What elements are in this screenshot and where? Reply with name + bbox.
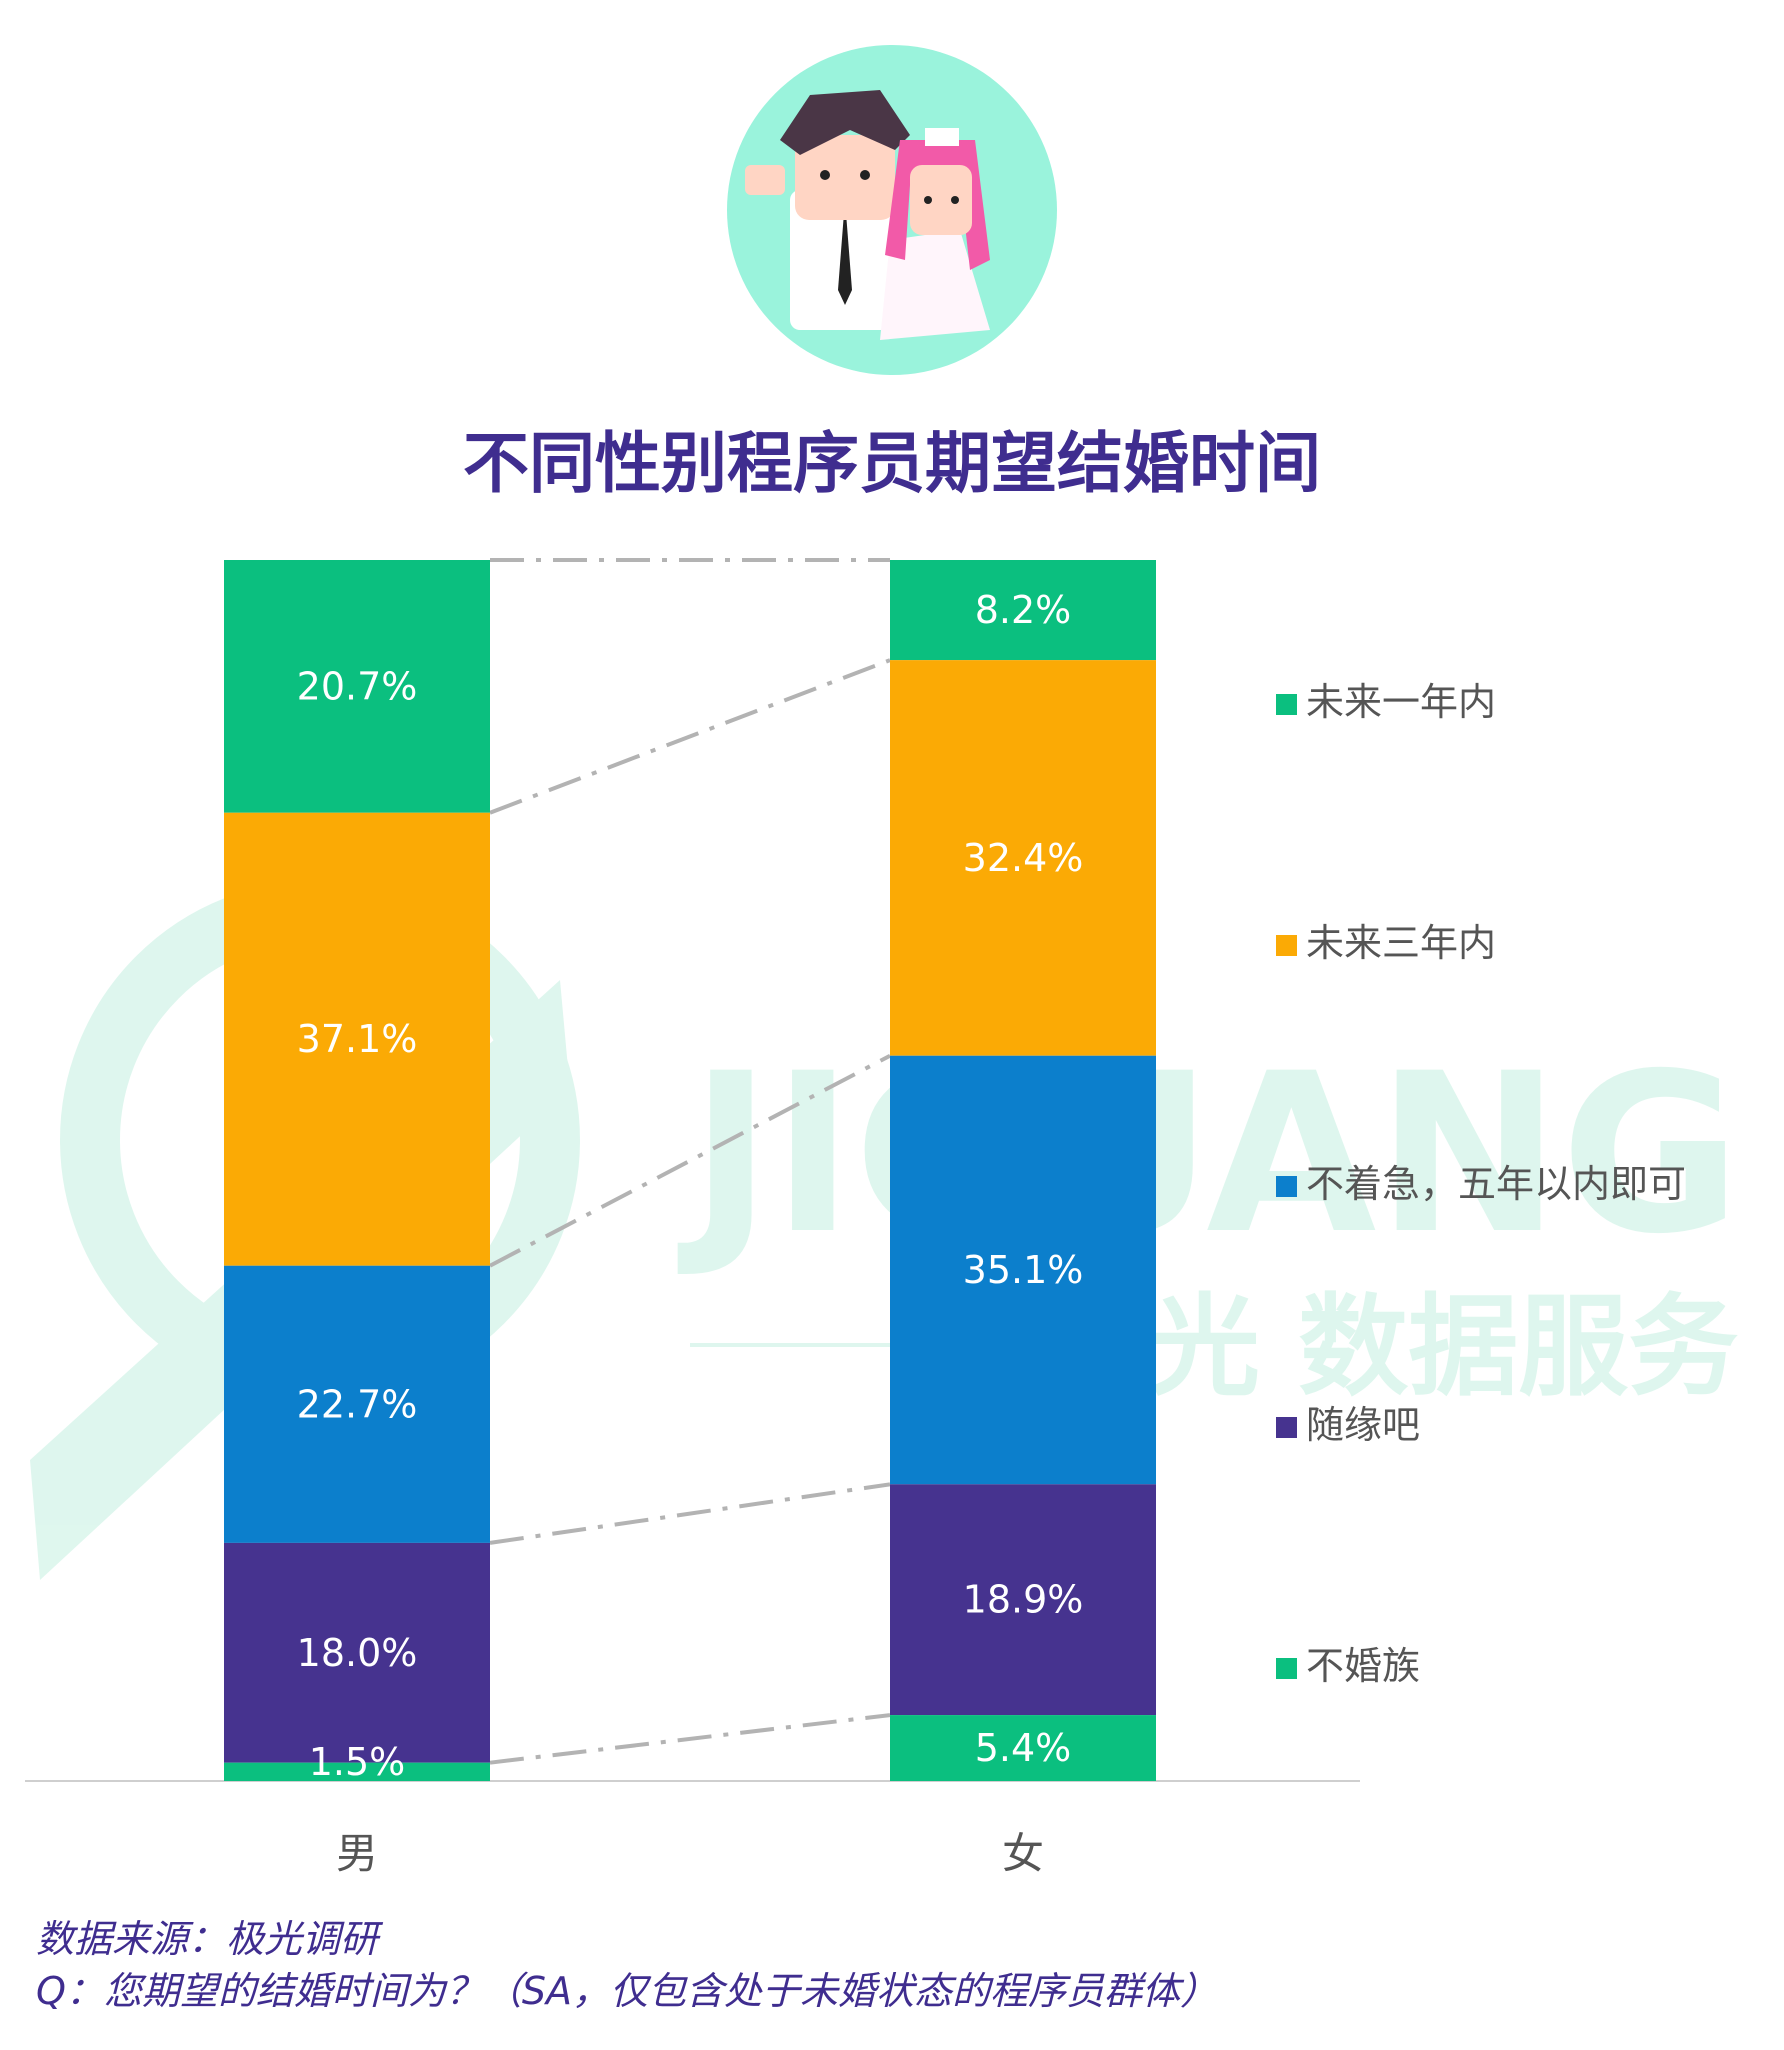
data-label: 20.7%	[297, 664, 418, 708]
couple-illustration	[727, 45, 1057, 375]
data-label: 22.7%	[297, 1382, 418, 1426]
data-label: 1.5%	[309, 1740, 406, 1784]
bride-figure	[880, 128, 990, 340]
legend-swatch	[1276, 1658, 1297, 1679]
bar-segment	[224, 1265, 490, 1543]
groom-figure	[745, 90, 910, 330]
x-tick-label: 女	[1002, 1829, 1044, 1878]
connector-line	[489, 1713, 891, 1765]
bar-segment	[890, 1484, 1156, 1716]
connector-line	[489, 1482, 891, 1545]
bar-segment	[224, 1542, 490, 1763]
bar-segment	[224, 1762, 490, 1781]
legend-label: 未来三年内	[1306, 921, 1496, 965]
data-label: 32.4%	[963, 836, 1084, 880]
bar-segment	[890, 660, 1156, 1056]
data-label: 18.9%	[963, 1578, 1084, 1622]
watermark-tagline: 极光 数据服务	[1040, 1283, 1738, 1411]
data-source-note: 数据来源：极光调研	[36, 1917, 379, 1961]
bar-segment	[224, 560, 490, 813]
connector-line	[489, 1053, 891, 1268]
connector-lines	[489, 558, 891, 1765]
bar-segment	[890, 1715, 1156, 1781]
data-label: 8.2%	[975, 588, 1072, 632]
legend-swatch	[1276, 1417, 1297, 1438]
data-label: 5.4%	[975, 1726, 1072, 1770]
x-tick-label: 男	[336, 1829, 378, 1878]
bar-segment	[890, 560, 1156, 661]
data-label: 37.1%	[297, 1017, 418, 1061]
legend-swatch	[1276, 694, 1297, 715]
connector-line	[489, 658, 891, 815]
legend-label: 不婚族	[1306, 1644, 1420, 1688]
legend-swatch	[1276, 1176, 1297, 1197]
watermark-brand: JIGUANG	[677, 1026, 1741, 1282]
legend-label: 未来一年内	[1306, 680, 1496, 724]
legend-label: 不着急，五年以内即可	[1306, 1162, 1686, 1206]
data-label: 35.1%	[963, 1248, 1084, 1292]
bar-segment	[890, 1055, 1156, 1485]
chart-title: 不同性别程序员期望结婚时间	[463, 425, 1321, 502]
bar-segment	[224, 812, 490, 1266]
legend-label: 随缘吧	[1306, 1403, 1420, 1447]
legend-swatch	[1276, 935, 1297, 956]
survey-question-note: Q：您期望的结婚时间为？（SA，仅包含处于未婚状态的程序员群体）	[36, 1969, 1219, 2013]
data-label: 18.0%	[297, 1631, 418, 1675]
stacked-bars: 20.7% 37.1% 22.7% 18.0% 1.5% 8.2% 32.4% 35.1% 18…	[224, 560, 1156, 1784]
x-axis-ticks: 男女	[336, 1829, 1044, 1878]
